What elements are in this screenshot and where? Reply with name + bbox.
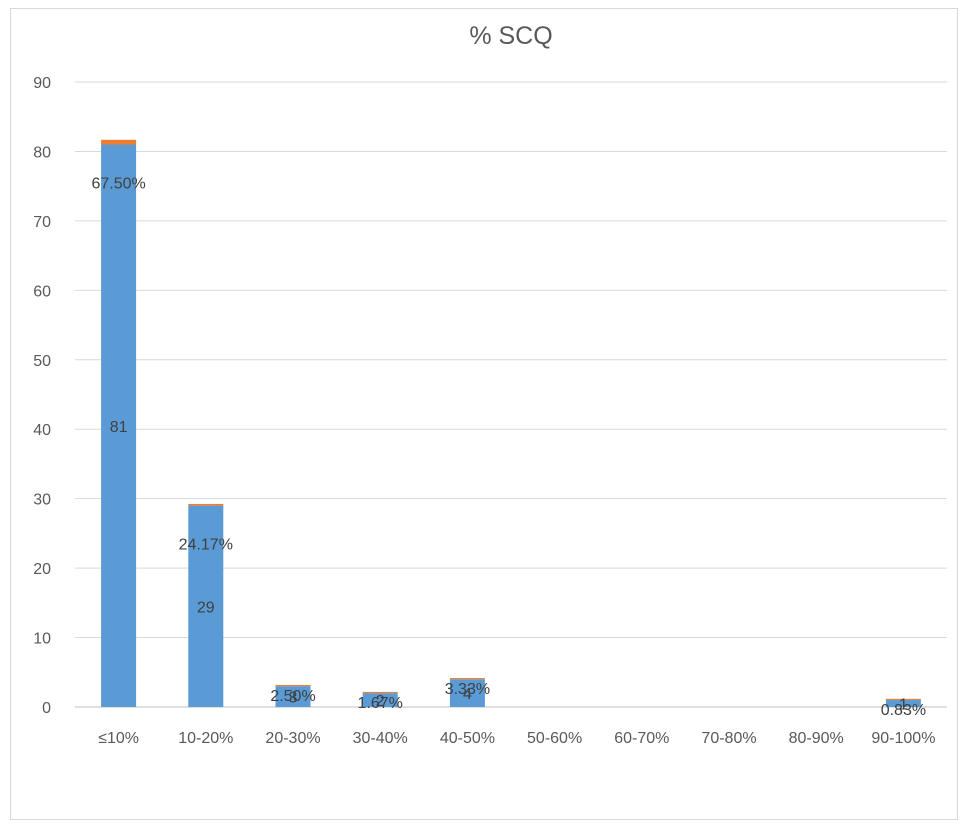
x-tick-label: 10-20% [178, 730, 233, 747]
y-tick-label: 10 [33, 631, 51, 648]
chart-frame: % SCQ 81 67.50% 29 24.17% 3 2.50% 2 1.67% 4 3.33%… [10, 8, 958, 820]
x-tick-label: 60-70% [614, 730, 669, 747]
y-tick-label: 40 [33, 422, 51, 439]
y-tick-label: 50 [33, 353, 51, 370]
bar-count [188, 505, 224, 707]
y-tick-label: 80 [33, 144, 51, 161]
data-label-percent: 24.17% [179, 537, 233, 554]
x-tick-label: 90-100% [871, 730, 935, 747]
y-tick-label: 0 [42, 700, 51, 717]
data-label-percent: 1.67% [358, 695, 403, 712]
y-tick-label: 60 [33, 283, 51, 300]
data-label-percent: 0.83% [881, 702, 926, 719]
x-tick-label: 50-60% [527, 730, 582, 747]
bar-count [885, 700, 921, 707]
bar-percent [449, 678, 485, 680]
x-tick-label: ≤10% [98, 730, 139, 747]
bar-count [362, 693, 398, 707]
bar-count [101, 144, 137, 707]
y-tick-label: 20 [33, 561, 51, 578]
bar-percent [188, 503, 224, 506]
bars [101, 139, 921, 707]
bar-percent [885, 698, 921, 701]
data-label-count: 29 [197, 599, 215, 616]
data-label-count: 2 [376, 693, 385, 710]
data-label-percent: 67.50% [91, 176, 145, 193]
x-tick-label: 80-90% [789, 730, 844, 747]
bar-percent [275, 684, 311, 687]
bar-percent [362, 691, 398, 694]
y-tick-label: 70 [33, 214, 51, 231]
y-axis-ticks: 0 10 20 30 40 50 60 70 80 90 [33, 75, 51, 717]
chart-title: % SCQ [469, 22, 552, 50]
data-label-percent: 3.33% [445, 681, 490, 698]
bar-percent [101, 139, 137, 145]
bar-count [275, 686, 311, 707]
y-tick-label: 90 [33, 75, 51, 92]
data-label-count: 81 [110, 419, 128, 436]
data-label-count: 4 [463, 686, 472, 703]
x-tick-label: 70-80% [701, 730, 756, 747]
x-tick-label: 20-30% [265, 730, 320, 747]
x-tick-label: 30-40% [353, 730, 408, 747]
x-axis-ticks: ≤10% 10-20% 20-30% 30-40% 40-50% 50-60% 60-70%… [98, 730, 935, 747]
bar-count [449, 679, 485, 707]
chart-svg: % SCQ 81 67.50% 29 24.17% 32.50% 21.67% 43.33%… [33, 22, 947, 747]
x-tick-label: 40-50% [440, 730, 495, 747]
data-label-count: 3 [289, 690, 298, 707]
data-labels: 81 67.50% 29 24.17% 32.50% 21.67% 43.33% 10.83% [91, 176, 926, 720]
data-label-count: 1 [899, 697, 908, 714]
data-label-percent: 2.50% [270, 688, 315, 705]
y-tick-label: 30 [33, 492, 51, 509]
